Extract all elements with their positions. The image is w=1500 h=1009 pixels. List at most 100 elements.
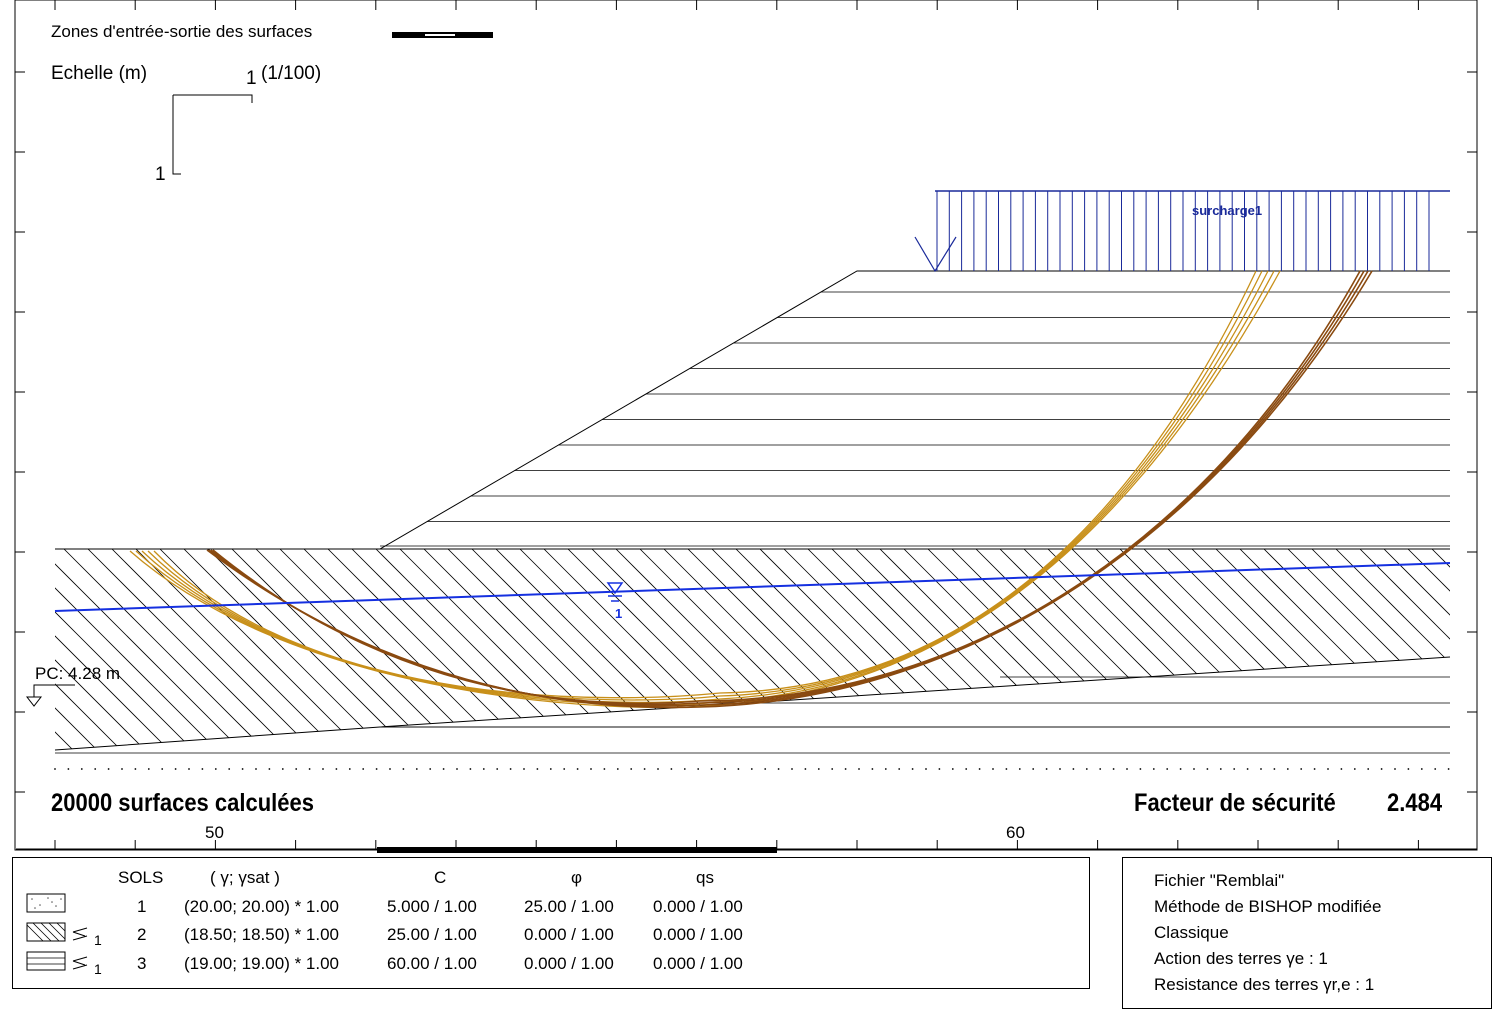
baseline-dot — [1005, 768, 1008, 770]
baseline-dot — [978, 768, 981, 770]
baseline-dot — [925, 768, 927, 770]
baseline-dot — [1166, 768, 1169, 770]
slip-surfaces — [129, 270, 1373, 709]
baseline-dot — [603, 768, 606, 770]
frame-ticks — [15, 0, 1477, 850]
baseline-dot — [563, 768, 566, 770]
hatch-line — [1311, 549, 1450, 750]
baseline-dot — [67, 768, 70, 770]
baseline-dot — [1193, 768, 1195, 770]
header-qs: qs — [696, 868, 714, 887]
hatch-line — [55, 549, 59, 750]
baseline-dot — [1072, 768, 1075, 770]
soil-3-water-icon — [72, 956, 88, 970]
info-mode: Classique — [1154, 923, 1229, 942]
baseline-dot — [1394, 768, 1396, 770]
hatch-line — [1143, 549, 1355, 750]
baseline-dot — [616, 768, 619, 770]
baseline-dot — [1112, 768, 1115, 770]
hatch-line — [111, 549, 323, 750]
baseline-dot — [1233, 768, 1236, 770]
hatch-line — [1456, 549, 1500, 759]
soil-2-gamma: (18.50; 18.50) * 1.00 — [184, 925, 340, 944]
baseline-dot — [255, 768, 257, 770]
baseline-dot — [750, 768, 753, 770]
hatch-line — [1287, 549, 1450, 750]
baseline-dot — [1085, 768, 1088, 770]
baseline-dot — [951, 768, 954, 770]
soil-2-water-icon — [72, 927, 88, 941]
hatch-line — [159, 549, 371, 750]
baseline-dot — [710, 768, 713, 770]
hatch-line — [591, 549, 803, 750]
baseline-dot — [791, 768, 793, 770]
hatch-line — [567, 549, 779, 750]
baseline-dot — [362, 768, 365, 770]
baseline-dot — [121, 768, 123, 770]
baseline-dot — [817, 768, 820, 770]
soil-2-pattern-icon — [26, 922, 66, 942]
info-file: Fichier "Remblai" — [1154, 871, 1285, 890]
baseline-dot — [643, 768, 646, 770]
hatch-line — [327, 549, 539, 750]
baseline-dot — [80, 768, 83, 770]
baseline-dot — [1340, 768, 1343, 770]
baseline-dot — [174, 768, 177, 770]
baseline-dot — [375, 768, 378, 770]
hatch-line — [663, 549, 875, 750]
baseline-dot — [456, 768, 458, 770]
slip-surface-dark — [212, 270, 1361, 705]
baseline-dot — [1286, 768, 1289, 770]
baseline-dot — [697, 768, 700, 770]
baseline-dot — [523, 768, 525, 770]
baseline-dot — [469, 768, 472, 770]
zones-legend-bar-gap — [425, 34, 455, 36]
baseline-dot — [1420, 768, 1423, 770]
hatch-line — [55, 549, 131, 750]
baseline-dot — [295, 768, 298, 770]
baseline-dot — [777, 768, 780, 770]
hatch-line — [351, 549, 563, 750]
baseline-dot — [1327, 768, 1329, 770]
info-panel: Fichier "Remblai" Méthode de BISHOP modi… — [1122, 857, 1492, 1009]
baseline-dot — [884, 768, 887, 770]
soil-2-water-sub: 1 — [94, 932, 102, 948]
baseline-dot — [1018, 768, 1021, 770]
hatch-line — [1071, 549, 1283, 750]
soil-2-phi: 0.000 / 1.00 — [524, 925, 614, 944]
baseline-dot — [858, 768, 860, 770]
hatch-line — [231, 549, 443, 750]
hatch-line — [55, 549, 179, 750]
baseline-dot — [1179, 768, 1182, 770]
soil-3-id: 3 — [137, 954, 147, 973]
soil-1-c: 5.000 / 1.00 — [387, 897, 477, 916]
soil-3-phi: 0.000 / 1.00 — [524, 954, 614, 973]
baseline-dot — [1139, 768, 1142, 770]
baseline-dot — [1059, 768, 1061, 770]
hatch-line — [495, 549, 707, 750]
baseline-dot — [965, 768, 968, 770]
safety-factor-value: 2.484 — [1387, 789, 1443, 817]
hatch-line — [1047, 549, 1259, 750]
baseline-dot — [214, 768, 217, 770]
soil-1-phi: 25.00 / 1.00 — [524, 897, 614, 916]
hatch-line — [55, 549, 107, 750]
scale-h-value: 1 — [246, 68, 257, 89]
hatch-line — [63, 549, 275, 750]
hatch-line — [1431, 549, 1450, 750]
baseline-dot — [389, 768, 391, 770]
hatch-line — [1239, 549, 1450, 750]
baseline-dot — [683, 768, 686, 770]
hatch-line — [55, 549, 251, 750]
hatch-line — [519, 549, 731, 750]
baseline-dot — [268, 768, 271, 770]
soils-table: SOLS ( γ; γsat ) C φ qs 1 (20.00; 20.00)… — [12, 857, 1090, 989]
hatch-line — [183, 549, 395, 750]
baseline-dot — [322, 768, 324, 770]
baseline-dot — [1246, 768, 1249, 770]
baseline-dot — [590, 768, 592, 770]
slip-surface-light — [135, 270, 1275, 706]
water-table-icon — [606, 582, 624, 602]
baseline-dot — [1447, 768, 1450, 770]
hatch-line — [1191, 549, 1403, 750]
